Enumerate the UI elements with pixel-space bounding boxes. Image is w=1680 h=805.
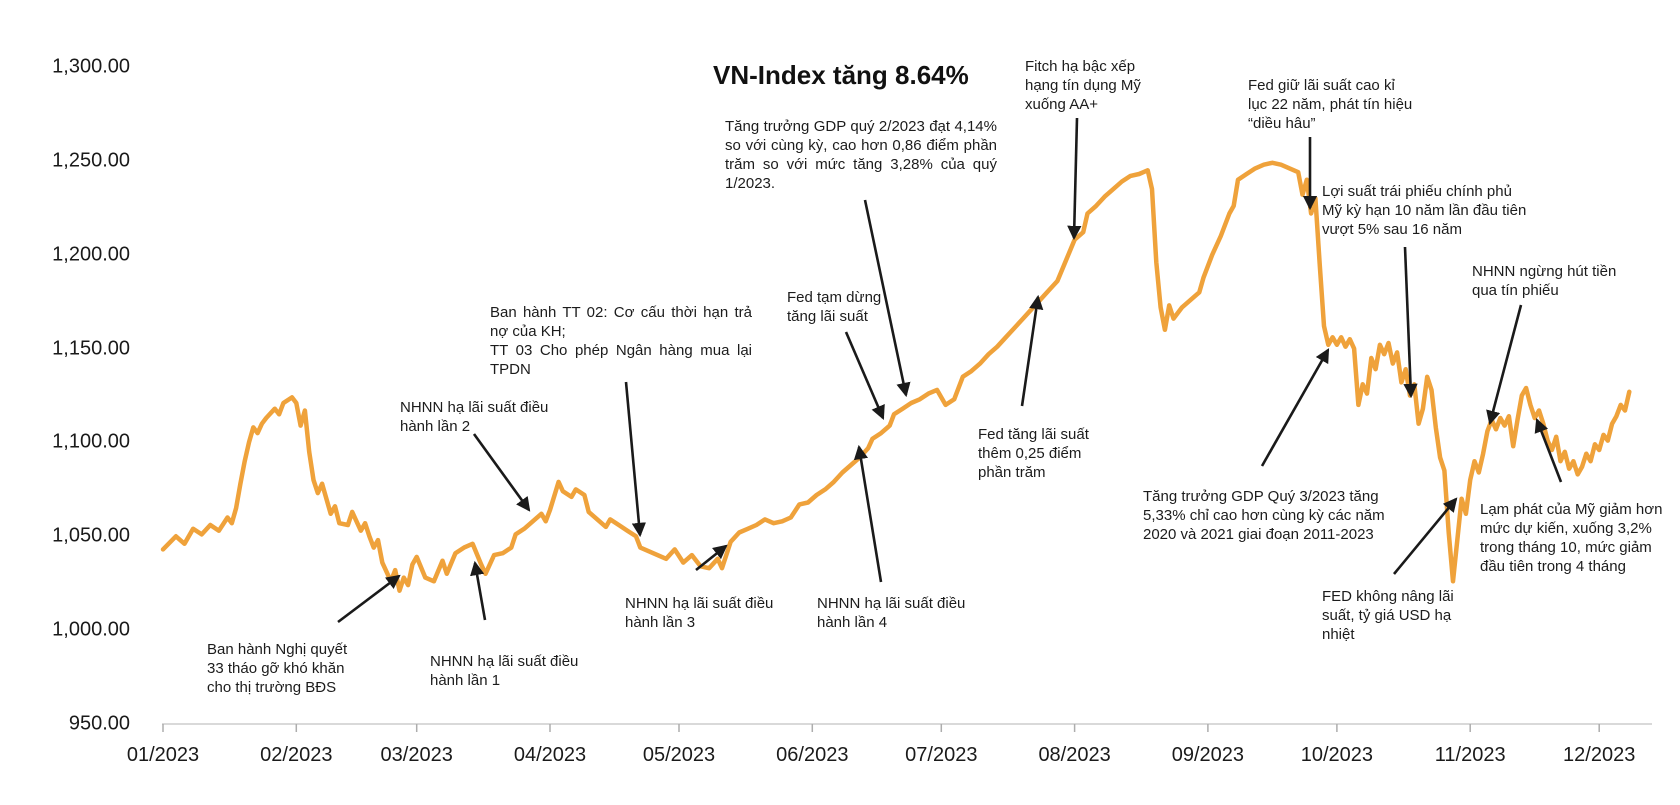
annotation-arrow <box>863 199 911 398</box>
y-axis-tick-label: 1,250.00 <box>52 149 130 172</box>
annotation-arrow <box>1020 294 1044 407</box>
annotation-arrow <box>624 381 647 538</box>
x-axis-tick-label: 11/2023 <box>1434 744 1506 766</box>
annotation-loi-suat-trai-phieu: Lợi suất trái phiếu chính phủ Mỹ kỳ hạn … <box>1322 183 1527 238</box>
x-axis-tick-label: 06/2023 <box>776 744 849 766</box>
y-axis-tick-label: 1,150.00 <box>52 337 130 360</box>
x-axis-tick-label: 02/2023 <box>260 744 333 766</box>
x-axis-tick-label: 12/2023 <box>1563 744 1636 766</box>
chart-title: VN-Index tăng 8.64% <box>713 60 969 90</box>
annotation-arrow <box>470 560 487 621</box>
annotation-arrow <box>1067 117 1082 241</box>
x-axis <box>162 723 1652 732</box>
x-axis-tick-label: 05/2023 <box>642 744 716 766</box>
annotation-nhnn-ngung-hut-tien: NHNN ngừng hút tiền qua tín phiếu <box>1472 263 1617 299</box>
annotation-arrow <box>1534 417 1563 483</box>
annotation-arrow <box>1486 304 1523 426</box>
annotation-nhnn-lan-3: NHNN hạ lãi suất điều hành lần 3 <box>625 595 774 631</box>
x-axis-tick-label: 04/2023 <box>513 744 587 766</box>
y-axis-tick-label: 1,050.00 <box>52 524 130 547</box>
x-axis-tick-label: 10/2023 <box>1300 744 1374 766</box>
annotation-fed-giu-lai-suat: Fed giữ lãi suất cao kỉ lục 22 năm, phát… <box>1248 77 1413 132</box>
y-axis-tick-label: 1,300.00 <box>52 55 130 78</box>
y-axis-tick-label: 950.00 <box>68 712 130 735</box>
y-axis-tick-label: 1,100.00 <box>52 430 130 453</box>
x-axis-tick-label: 08/2023 <box>1038 744 1111 766</box>
x-axis-tick-label: 07/2023 <box>905 744 978 766</box>
annotation-arrow <box>695 544 728 572</box>
annotation-arrow <box>472 433 531 512</box>
x-axis-tick-label: 01/2023 <box>126 744 200 766</box>
annotation-arrows <box>337 117 1563 624</box>
annotation-nhnn-lan-4: NHNN hạ lãi suất điều hành lần 4 <box>817 595 966 631</box>
annotation-nhnn-lan-2: NHNN hạ lãi suất điều hành lần 2 <box>400 399 549 435</box>
annotation-fed-tang-025: Fed tăng lãi suất thêm 0,25 điểm phần tr… <box>978 426 1089 481</box>
annotation-arrow <box>337 574 401 624</box>
annotation-tt02-tt03: Ban hành TT 02: Cơ cấu thời hạn trả nợ c… <box>490 304 752 378</box>
y-axis-tick-label: 1,000.00 <box>52 618 130 641</box>
annotation-nghi-quyet-33: Ban hành Nghị quyết 33 tháo gỡ khó khăn … <box>207 641 348 696</box>
x-axis-tick-label: 03/2023 <box>380 744 453 766</box>
annotation-lam-phat-my: Lạm phát của Mỹ giảm hơn mức dự kiến, xu… <box>1480 501 1663 575</box>
annotation-fed-khong-nang: FED không nâng lãi suất, tỷ giá USD hạ n… <box>1322 588 1454 643</box>
annotation-arrow <box>844 331 885 420</box>
x-axis-tick-label: 09/2023 <box>1171 744 1245 766</box>
annotation-nhnn-lan-1: NHNN hạ lãi suất điều hành lần 1 <box>430 653 579 689</box>
annotation-arrow <box>1403 246 1418 399</box>
annotation-arrow <box>853 444 883 583</box>
annotation-arrow <box>1392 497 1458 575</box>
y-axis-tick-label: 1,200.00 <box>52 243 130 266</box>
annotation-arrow <box>1260 348 1330 467</box>
annotation-fed-tam-dung: Fed tạm dừng tăng lãi suất <box>787 289 882 325</box>
annotation-gdp-q2: Tăng trưởng GDP quý 2/2023 đạt 4,14% so … <box>725 118 997 192</box>
annotation-gdp-q3: Tăng trưởng GDP Quý 3/2023 tăng 5,33% ch… <box>1143 488 1385 543</box>
annotation-fitch: Fitch hạ bậc xếp hạng tín dụng Mỹ xuống … <box>1025 58 1141 113</box>
